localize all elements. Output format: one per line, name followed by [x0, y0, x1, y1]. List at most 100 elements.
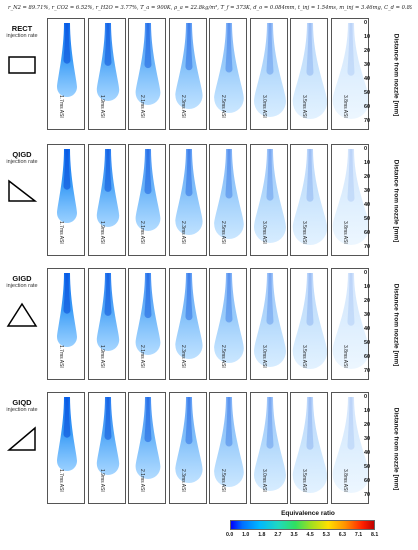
axis-label-text: Distance from nozzle [mm] [392, 283, 400, 367]
distance-axis-ticks: 0 10 20 30 40 50 60 70 [362, 144, 384, 260]
time-label: 3.8ms ASI [341, 345, 348, 368]
colorbar-tick-label: 4.5 [306, 532, 314, 538]
time-label: 2.1ms ASI [139, 95, 145, 118]
row-rect: RECT injection rate 1.7ms ASI [0, 18, 418, 134]
axis-tick-label: 20 [364, 174, 371, 180]
row-subtitle: injection rate [6, 33, 38, 39]
row-giqd: GIQD injection rate 1.7ms ASI [0, 392, 418, 508]
axis-tick-label: 20 [364, 298, 371, 304]
spray-panel: 2.3ms ASI [168, 144, 207, 256]
axis-tick-label: 40 [364, 326, 371, 332]
axis-tick-label: 40 [364, 76, 371, 82]
spray-panel: 3.5ms ASI [290, 268, 328, 380]
spray-panel: 2.3ms ASI [168, 268, 207, 380]
spray-panel: 3.0ms ASI [249, 392, 288, 504]
time-label: 3.0ms ASI [260, 469, 267, 492]
conditions-text: r_N2 = 89.71%, r_CO2 = 6.52%, r_H2O = 3.… [8, 5, 412, 11]
spray-panel: 1.7ms ASI [47, 144, 85, 256]
time-label: 3.8ms ASI [341, 95, 348, 118]
distance-axis-label: Distance from nozzle [mm] [386, 394, 406, 504]
axis-tick-label: 40 [364, 202, 371, 208]
axis-tick-label: 10 [364, 408, 371, 414]
axis-label-text: Distance from nozzle [mm] [392, 159, 400, 243]
time-label: 3.8ms ASI [341, 469, 348, 492]
axis-tick-label: 50 [364, 90, 371, 96]
time-label: 2.3ms ASI [179, 95, 186, 118]
spray-panel: 2.3ms ASI [168, 392, 207, 504]
spray-panel: 1.9ms ASI [87, 268, 126, 380]
spray-panel: 2.1ms ASI [128, 392, 166, 504]
axis-tick-label: 60 [364, 354, 371, 360]
axis-tick-label: 60 [364, 478, 371, 484]
distance-axis-ticks: 0 10 20 30 40 50 60 70 [362, 268, 384, 384]
time-label: 2.5ms ASI [220, 345, 226, 368]
row-name: RECT [11, 24, 33, 33]
spray-panel: 1.7ms ASI [47, 268, 85, 380]
spray-panel: 3.5ms ASI [290, 144, 328, 256]
row-label: RECT injection rate [4, 24, 40, 40]
time-label: 1.9ms ASI [98, 345, 105, 368]
time-label: 1.7ms ASI [58, 345, 64, 368]
spray-panel: 2.1ms ASI [128, 268, 166, 380]
axis-tick-label: 0 [364, 270, 368, 276]
time-label: 3.5ms ASI [301, 221, 307, 244]
row-qigd: QIGD injection rate 1.7ms ASI [0, 144, 418, 260]
time-label: 1.7ms ASI [58, 469, 64, 492]
time-label: 1.9ms ASI [98, 469, 105, 492]
spray-panel: 2.1ms ASI [128, 18, 166, 130]
row-name: QIGD [12, 150, 32, 159]
time-label: 3.0ms ASI [260, 95, 267, 118]
row-label: GIGD injection rate [4, 274, 40, 290]
spray-panel: 2.5ms ASI [209, 144, 247, 256]
spray-panel: 3.8ms ASI [330, 18, 369, 130]
colorbar-tick-label: 3.5 [290, 532, 298, 538]
rectangle-shape [6, 52, 38, 78]
spray-panel: 2.5ms ASI [209, 18, 247, 130]
time-label: 2.1ms ASI [139, 221, 145, 244]
colorbar-tick-label: 7.1 [354, 532, 363, 538]
axis-tick-label: 70 [364, 492, 371, 498]
spray-panel: 2.5ms ASI [209, 392, 247, 504]
spray-panel: 1.7ms ASI [47, 392, 85, 504]
axis-tick-label: 70 [364, 368, 371, 374]
spray-panel: 3.8ms ASI [330, 392, 369, 504]
axis-tick-label: 30 [364, 188, 371, 194]
axis-tick-label: 0 [364, 20, 368, 26]
row-name: GIGD [12, 274, 32, 283]
colorbar [230, 520, 375, 530]
row-gigd: GIGD injection rate 1.7ms ASI [0, 268, 418, 384]
spray-panel: 3.8ms ASI [330, 144, 369, 256]
axis-tick-label: 50 [364, 340, 371, 346]
colorbar-tick-label: 1.0 [242, 532, 250, 538]
row-subtitle: injection rate [6, 159, 38, 165]
right-triangle-down-shape [6, 178, 38, 204]
spray-panel: 3.0ms ASI [249, 18, 288, 130]
colorbar-tick-label: 6.3 [338, 532, 346, 538]
axis-tick-label: 20 [364, 48, 371, 54]
distance-axis-label: Distance from nozzle [mm] [386, 146, 406, 256]
row-label: GIQD injection rate [4, 398, 40, 414]
spray-panel: 1.7ms ASI [47, 18, 85, 130]
time-label: 3.0ms ASI [260, 345, 267, 368]
time-label: 1.9ms ASI [98, 95, 105, 118]
time-label: 3.5ms ASI [301, 469, 307, 492]
time-label: 2.3ms ASI [179, 345, 186, 368]
colorbar-tick-label: 1.8 [258, 532, 266, 538]
axis-label-text: Distance from nozzle [mm] [392, 33, 400, 117]
axis-tick-label: 20 [364, 422, 371, 428]
distance-axis-ticks: 0 10 20 30 40 50 60 70 [362, 18, 384, 134]
time-label: 2.5ms ASI [220, 469, 226, 492]
right-triangle-up-shape [6, 426, 38, 452]
colorbar-title: Equivalence ratio [281, 510, 335, 517]
axis-tick-label: 50 [364, 464, 371, 470]
axis-tick-label: 30 [364, 436, 371, 442]
row-subtitle: injection rate [6, 407, 38, 413]
spray-panel: 2.3ms ASI [168, 18, 207, 130]
axis-tick-label: 70 [364, 244, 371, 250]
time-label: 3.5ms ASI [301, 345, 307, 368]
time-label: 2.3ms ASI [179, 221, 186, 244]
axis-tick-label: 10 [364, 160, 371, 166]
colorbar-tick-label: 0.0 [226, 532, 234, 538]
time-label: 3.8ms ASI [341, 221, 348, 244]
spray-panel: 3.0ms ASI [249, 144, 288, 256]
